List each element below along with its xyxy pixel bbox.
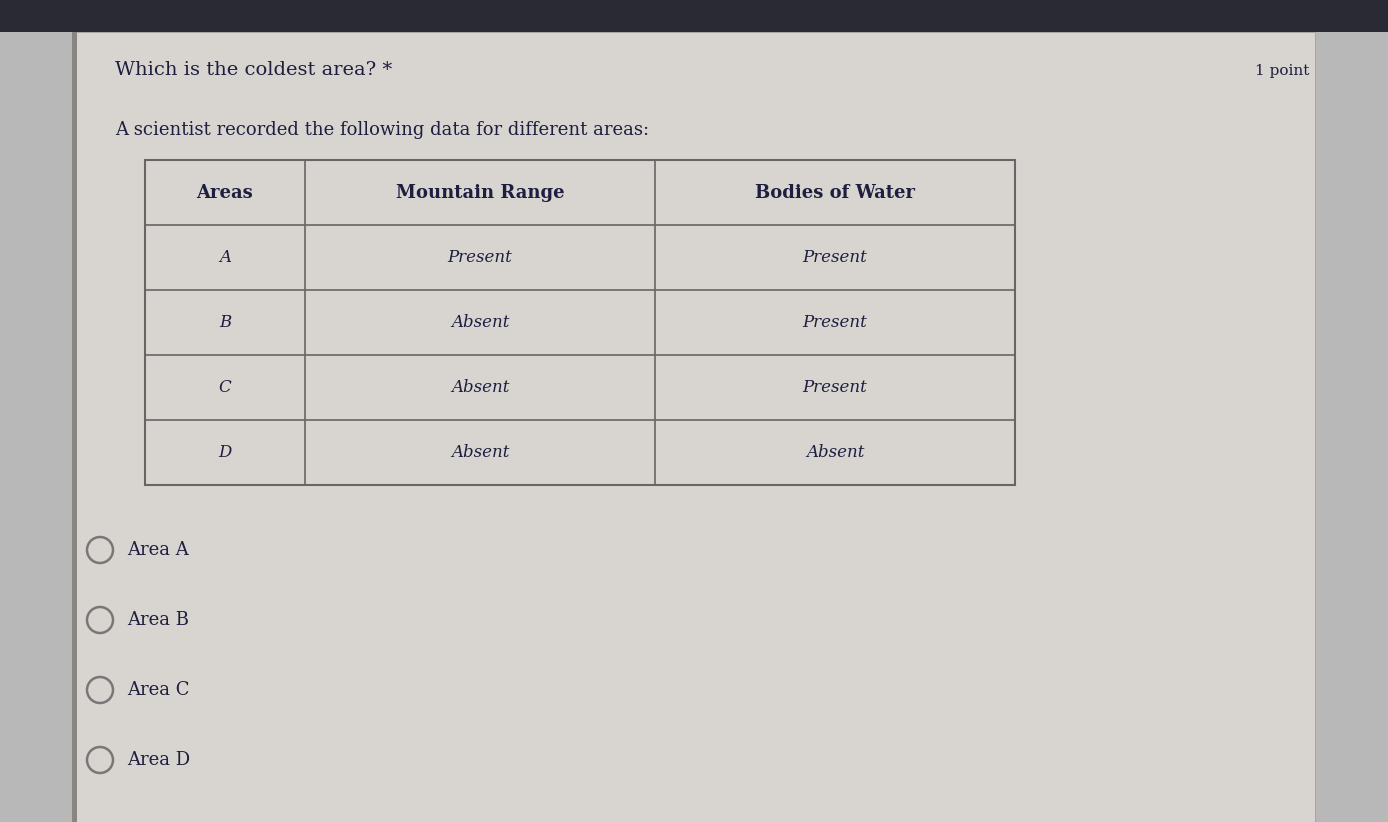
Text: C: C [219,379,232,396]
Text: Present: Present [802,314,868,331]
FancyBboxPatch shape [75,32,1314,822]
FancyBboxPatch shape [72,32,76,822]
Text: Bodies of Water: Bodies of Water [755,183,915,201]
Text: Mountain Range: Mountain Range [396,183,565,201]
FancyBboxPatch shape [0,0,1388,32]
Text: Absent: Absent [451,444,509,461]
Text: Present: Present [802,249,868,266]
Text: Absent: Absent [451,314,509,331]
Text: 1 point: 1 point [1255,64,1309,78]
Text: Areas: Areas [197,183,254,201]
Text: Area D: Area D [126,751,190,769]
Text: Present: Present [802,379,868,396]
Text: A: A [219,249,230,266]
Text: Present: Present [447,249,512,266]
Text: Area B: Area B [126,611,189,629]
Text: A scientist recorded the following data for different areas:: A scientist recorded the following data … [115,121,650,139]
Text: B: B [219,314,232,331]
Text: Which is the coldest area? *: Which is the coldest area? * [115,61,393,79]
Text: D: D [218,444,232,461]
Text: Area A: Area A [126,541,189,559]
Text: Absent: Absent [806,444,865,461]
Text: Area C: Area C [126,681,190,699]
FancyBboxPatch shape [144,160,1015,485]
Text: Absent: Absent [451,379,509,396]
